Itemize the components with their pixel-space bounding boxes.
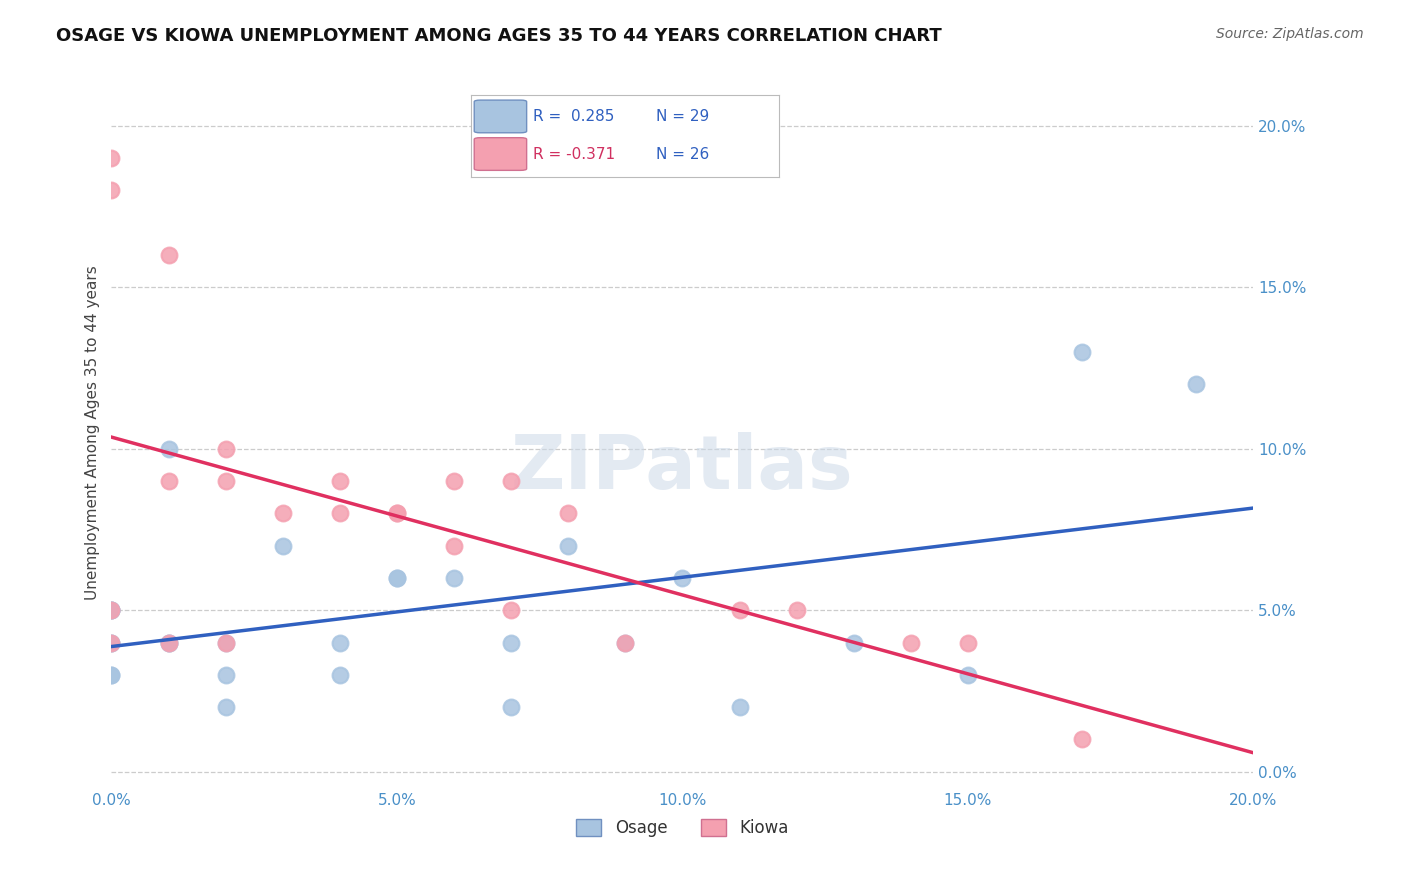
Point <box>501 603 523 617</box>
Point <box>557 539 579 553</box>
Text: ZIPatlas: ZIPatlas <box>512 432 853 505</box>
Legend: Osage, Kiowa: Osage, Kiowa <box>569 812 794 844</box>
Point <box>214 442 236 456</box>
Point <box>443 539 465 553</box>
Point <box>157 248 180 262</box>
Point <box>100 603 122 617</box>
Point <box>443 571 465 585</box>
Point <box>100 635 122 649</box>
Point <box>100 668 122 682</box>
Point <box>557 507 579 521</box>
Point <box>214 635 236 649</box>
Point <box>100 151 122 165</box>
Point <box>1185 377 1208 392</box>
Point <box>100 668 122 682</box>
Point <box>501 635 523 649</box>
Point <box>100 184 122 198</box>
Point <box>501 474 523 488</box>
Point <box>385 507 408 521</box>
Point <box>157 635 180 649</box>
Text: OSAGE VS KIOWA UNEMPLOYMENT AMONG AGES 35 TO 44 YEARS CORRELATION CHART: OSAGE VS KIOWA UNEMPLOYMENT AMONG AGES 3… <box>56 27 942 45</box>
Point <box>214 474 236 488</box>
Point <box>614 635 637 649</box>
Point <box>443 474 465 488</box>
Point <box>385 571 408 585</box>
Point <box>329 474 352 488</box>
Point <box>385 507 408 521</box>
Point <box>956 635 979 649</box>
Point <box>100 603 122 617</box>
Point <box>1071 345 1094 359</box>
Point <box>214 700 236 714</box>
Point <box>329 668 352 682</box>
Point <box>671 571 693 585</box>
Point <box>271 507 294 521</box>
Point <box>214 668 236 682</box>
Point <box>100 635 122 649</box>
Point <box>214 635 236 649</box>
Point <box>614 635 637 649</box>
Point <box>271 539 294 553</box>
Point <box>728 603 751 617</box>
Point <box>100 635 122 649</box>
Text: Source: ZipAtlas.com: Source: ZipAtlas.com <box>1216 27 1364 41</box>
Point <box>842 635 865 649</box>
Point <box>900 635 922 649</box>
Point <box>100 603 122 617</box>
Point <box>157 635 180 649</box>
Point <box>157 474 180 488</box>
Point <box>501 700 523 714</box>
Point <box>728 700 751 714</box>
Y-axis label: Unemployment Among Ages 35 to 44 years: Unemployment Among Ages 35 to 44 years <box>86 265 100 600</box>
Point <box>956 668 979 682</box>
Point <box>100 603 122 617</box>
Point <box>385 571 408 585</box>
Point <box>157 635 180 649</box>
Point <box>329 635 352 649</box>
Point <box>329 507 352 521</box>
Point <box>157 442 180 456</box>
Point <box>1071 732 1094 747</box>
Point <box>786 603 808 617</box>
